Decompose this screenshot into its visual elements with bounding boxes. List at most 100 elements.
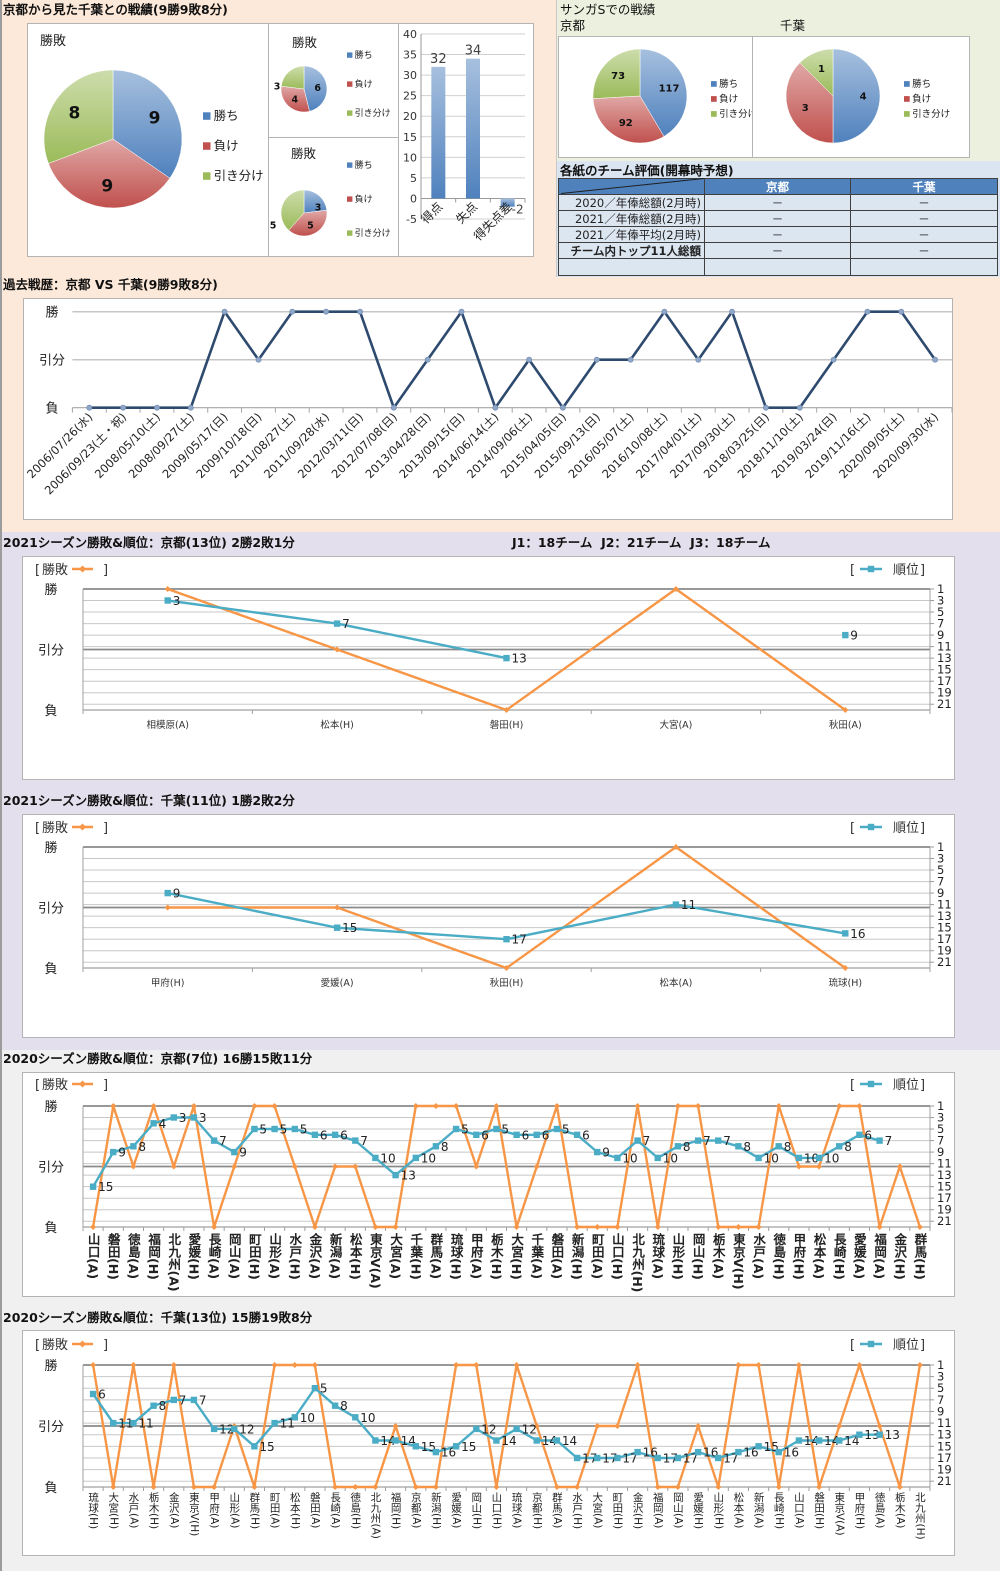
legend-swatch-win — [203, 112, 211, 120]
table-row — [558, 258, 998, 276]
result-marker — [816, 1163, 823, 1170]
rank-marker — [533, 1131, 540, 1138]
category-label: 長崎(A) — [207, 1232, 222, 1279]
rank-data-label: 3 — [173, 594, 181, 608]
rank-marker — [795, 1437, 803, 1444]
legend-bracket-open: [ — [35, 1078, 40, 1093]
legend-label-draw: 引き分け — [355, 108, 391, 119]
legend-swatch-draw — [904, 111, 910, 117]
pie-data-label-draw: 73 — [611, 71, 625, 82]
legend-label-rank: 順位 — [893, 1078, 919, 1093]
legend-label-win: 勝ち — [214, 108, 239, 123]
rank-data-label: 8 — [844, 1140, 852, 1154]
result-point — [796, 404, 803, 411]
result-marker — [352, 1163, 359, 1170]
result-marker — [190, 1484, 197, 1490]
result-point — [830, 356, 837, 363]
rank-data-label: 17 — [683, 1452, 698, 1466]
category-label: 大宮(A) — [388, 1232, 403, 1279]
result-marker — [251, 1484, 258, 1490]
result-marker — [453, 1103, 460, 1109]
rank-data-label: 9 — [239, 1146, 247, 1160]
legend-swatch-draw — [711, 111, 717, 117]
pie-data-label-draw: 5 — [270, 220, 277, 231]
rank-marker — [110, 1419, 117, 1427]
category-label: 山口(A) — [793, 1492, 805, 1528]
chiba-value: － — [850, 194, 998, 211]
result-marker — [775, 1484, 782, 1490]
rank-data-label: 8 — [138, 1140, 146, 1154]
rank-data-label: 7 — [723, 1134, 731, 1148]
result-marker — [594, 1423, 601, 1429]
rank-marker — [674, 1143, 682, 1150]
category-label: 北九州(A) — [369, 1492, 381, 1539]
rank-data-label: 15 — [98, 1180, 113, 1194]
rank-data-label: 16 — [743, 1446, 758, 1460]
rank-marker — [594, 1148, 601, 1156]
pie-data-label-draw: 8 — [68, 104, 80, 124]
category-label: 相模原(A) — [146, 719, 188, 731]
result-point — [357, 308, 363, 315]
legend-label-loss: 負け — [355, 193, 373, 205]
pie-slice-loss — [48, 138, 171, 209]
rank-axis-label: 1 — [937, 1099, 944, 1113]
legend-bracket-close: ] — [920, 563, 925, 578]
rank-axis-label: 13 — [937, 1168, 952, 1182]
result-point — [458, 308, 465, 315]
column-header-kyoto: 京都 — [704, 178, 851, 195]
rank-marker — [654, 1454, 661, 1462]
pie-slice-loss — [288, 209, 328, 237]
rank-data-label: 15 — [342, 921, 357, 935]
rank-data-label: 8 — [441, 1140, 449, 1154]
rank-marker — [452, 1443, 460, 1450]
sanga-kyoto-label: 京都 — [560, 18, 586, 33]
category-label: 山口(A) — [86, 1232, 101, 1279]
result-line — [89, 310, 937, 410]
category-label: 大宮(H) — [509, 1232, 524, 1280]
category-label: 磐田(A) — [549, 1232, 564, 1279]
y-axis-label: 引分 — [39, 354, 65, 369]
rank-data-label: 7 — [360, 1134, 368, 1148]
legend-bracket-close: ] — [103, 821, 108, 836]
y-tick-label: -5 — [406, 213, 417, 226]
result-marker — [130, 1362, 137, 1368]
rank-data-label: 17 — [582, 1452, 597, 1466]
category-label: 山形(H) — [712, 1492, 724, 1529]
legend-swatch-draw — [347, 230, 353, 236]
legend-bracket-open: [ — [850, 1078, 855, 1093]
category-label: 水戸(A) — [127, 1492, 139, 1528]
result-marker — [170, 1163, 177, 1170]
result-line — [91, 1363, 922, 1489]
result-point — [864, 308, 871, 315]
result-marker — [150, 1103, 157, 1109]
rank-marker — [735, 1143, 742, 1150]
row-label: 2020／年俸総額(2月時) — [558, 194, 705, 211]
rank-axis-label: 13 — [937, 651, 952, 665]
rank-marker — [150, 1120, 157, 1127]
result-marker — [735, 1224, 742, 1230]
result-point — [763, 404, 769, 411]
league-team-counts: J1：18チーム J2：21チーム J3：18チーム — [512, 535, 771, 550]
result-marker — [674, 1103, 681, 1109]
rank-marker — [672, 901, 680, 908]
category-label: 甲府(A) — [469, 1233, 484, 1279]
category-label: 山形(H) — [670, 1232, 685, 1280]
rank-marker — [412, 1154, 419, 1162]
result-axis-label: 勝 — [44, 1100, 57, 1115]
rank-marker — [503, 936, 510, 943]
result-marker — [634, 1362, 641, 1368]
legend-bracket-open: [ — [35, 821, 40, 836]
header-diagonal-line — [560, 178, 705, 194]
bar — [431, 66, 446, 199]
rank-marker — [412, 1443, 419, 1450]
rank-marker — [150, 1402, 157, 1409]
result-marker — [311, 1362, 318, 1368]
rank-data-label: 8 — [159, 1399, 167, 1413]
rank-data-label: 4 — [159, 1117, 167, 1131]
rank-marker — [553, 1437, 561, 1444]
rank-marker — [634, 1137, 641, 1144]
result-point — [86, 404, 93, 411]
team-evaluation-title: 各紙のチーム評価(開幕時予想) — [560, 163, 734, 178]
rank-data-label: 3 — [199, 1111, 207, 1125]
